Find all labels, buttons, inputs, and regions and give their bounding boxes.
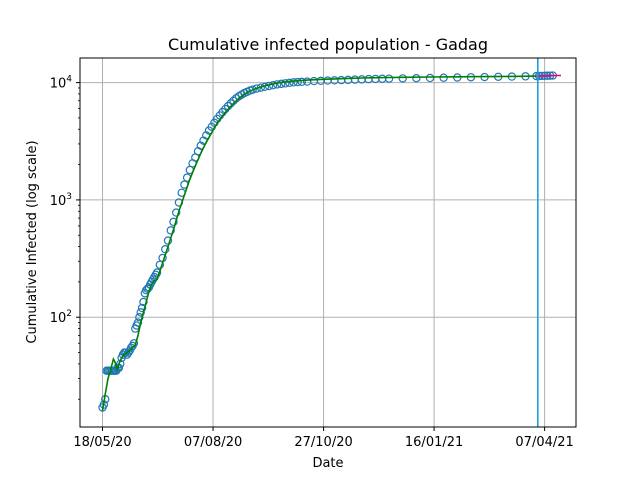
observed-point [297,77,306,87]
y-tick-label: 104 [50,75,73,92]
x-tick-label: 07/04/21 [515,435,573,450]
series-layer [98,58,561,427]
grid [80,58,576,427]
observed-point [357,75,366,84]
x-tick-label: 27/10/20 [294,435,352,450]
observed-point [309,76,319,86]
observed-point [412,73,421,83]
x-tick-label: 07/08/20 [184,435,242,450]
observed-point [302,77,312,86]
observed-point [289,78,298,87]
y-tick-label-base: 10 [50,311,67,326]
x-tick-label: 16/01/21 [405,435,463,450]
observed-point [439,73,448,82]
observed-point [124,348,133,357]
plot-frame [79,57,577,428]
observed-point [133,318,143,327]
observed-point [136,308,145,317]
observed-point [143,284,152,293]
fit-line [101,75,537,411]
observed-point [118,350,128,359]
observed-point [135,313,144,322]
observed-point [425,73,435,83]
observed-point [293,77,302,87]
y-tick-label-exponent: 2 [66,309,72,319]
observed-point [277,79,286,89]
forecast-line [536,74,561,77]
observed-point [171,208,181,217]
x-tick-label: 18/05/20 [73,435,131,450]
observed-point [378,74,387,83]
observed-point [121,348,130,357]
y-tick-label: 102 [50,309,72,326]
y-tick-label: 103 [50,192,72,209]
observed-point [139,297,148,307]
observed-point [285,78,294,88]
observed-point [169,217,178,227]
observed-point [323,76,332,85]
y-tick-label-base: 10 [50,77,67,92]
y-tick-label-exponent: 3 [66,192,72,202]
observed-point [398,74,407,83]
observed-point [252,84,261,93]
observed-point [364,74,373,84]
chart-title: Cumulative infected population - Gadag [168,35,488,54]
y-tick-label-base: 10 [50,194,67,209]
observed-point [281,79,290,88]
observed-point [155,260,165,269]
y-tick-label-exponent: 4 [66,75,72,85]
observed-point [384,74,394,83]
observed-point [126,343,136,352]
y-axis-label: Cumulative Infected (log scale) [25,140,40,343]
observed-point [371,74,380,84]
observed-point [166,226,175,235]
observed-point [137,303,147,313]
x-axis-label: Date [312,456,343,471]
ticks: 18/05/20 07/08/20 27/10/20 16/01/21 07/04/21… [50,75,574,450]
observed-point [248,85,257,94]
observed-point [152,268,162,277]
